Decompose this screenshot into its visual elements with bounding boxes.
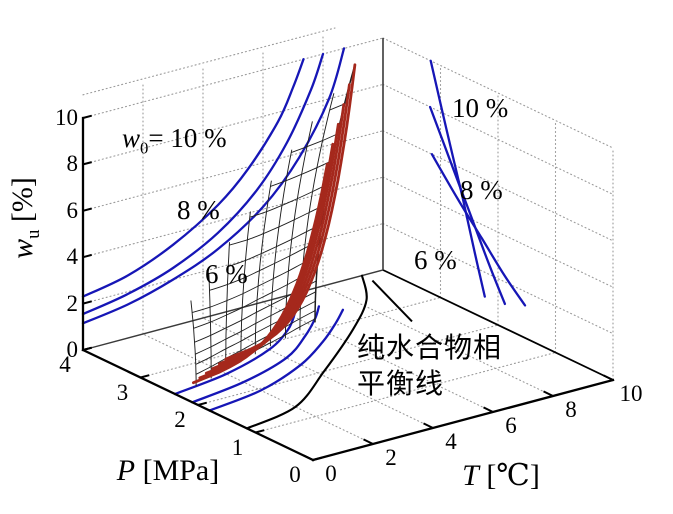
right-wall-label-6: 6 % — [414, 245, 457, 275]
w0-var: w — [122, 123, 141, 153]
tick-w-0: 0 — [66, 337, 79, 362]
grid-leftwall-w10 — [82, 37, 384, 119]
floor-curve-equilibrium w0=6% — [208, 308, 345, 412]
w-axis-label: wu [%] — [6, 177, 45, 259]
tick-t-8: 8 — [565, 397, 577, 422]
left-wall-label-w0-10: w0= 10 % — [122, 125, 227, 157]
rightwall-curve-10 % — [429, 59, 486, 298]
grid-rightwall-w10 — [382, 37, 614, 149]
mesh-column-0 — [190, 300, 197, 387]
grid-leftwall-w4 — [82, 176, 384, 258]
w-tick-4 — [82, 253, 92, 259]
w-unit: [%] — [6, 177, 40, 230]
w-tick-6 — [82, 207, 92, 212]
w-sub: u — [23, 229, 45, 239]
tick-t-10: 10 — [619, 381, 643, 406]
grid-leftwall-w6 — [82, 130, 384, 212]
t-tick-2 — [363, 438, 374, 445]
floor-curve-pure hydrate equilibrium — [245, 274, 368, 430]
box-edge-floor-left — [82, 269, 384, 351]
grid-leftwall-w8 — [82, 83, 384, 165]
grid-floor-T6 — [262, 301, 494, 413]
tick-p-4: 4 — [59, 352, 71, 377]
tick-t-6: 6 — [505, 413, 517, 438]
annotation-line-1: 纯水合物相 — [357, 333, 503, 364]
p-unit: [MPa] — [135, 454, 220, 487]
p-tick-1 — [255, 429, 265, 434]
rightwall-curve-8 % — [428, 105, 507, 306]
mesh-column-3 — [240, 211, 251, 363]
mesh-column-2 — [225, 242, 230, 371]
left-wall-label-8: 8 % — [177, 195, 220, 225]
tick-t-0: 0 — [325, 461, 337, 486]
p-tick-2 — [197, 401, 207, 406]
mesh-row-w7.5 — [291, 133, 338, 154]
p-axis-label: P [MPa] — [117, 456, 219, 486]
grid-rightwall-w2 — [382, 223, 614, 335]
grid-rightwall-w8 — [382, 83, 614, 195]
right-wall-label-10: 10 % — [452, 93, 509, 123]
mesh-column-4 — [254, 180, 272, 355]
t-tick-8 — [543, 390, 554, 397]
p-tick-4 — [82, 346, 92, 351]
tick-p-1: 1 — [231, 434, 244, 460]
tick-w-8: 8 — [66, 151, 79, 177]
pure-hydrate-annotation: 纯水合物相 平衡线 — [357, 331, 502, 404]
grid-floor-P1 — [254, 351, 557, 434]
w0-sub: 0 — [140, 138, 149, 158]
grid-floor-T2 — [142, 333, 374, 445]
w-tick-8 — [82, 161, 92, 166]
t-tick-0 — [303, 454, 314, 461]
mesh-row-w3.4 — [209, 240, 320, 291]
w-var: w — [6, 238, 40, 259]
tick-p-3: 3 — [116, 379, 129, 405]
t-axis-label: T [℃] — [462, 461, 540, 491]
t-var: T — [462, 459, 479, 492]
t-tick-10 — [603, 374, 614, 381]
t-unit: [℃] — [478, 459, 540, 492]
w0-rest: = 10 % — [148, 123, 227, 153]
left-wall-label-6: 6 % — [205, 259, 248, 289]
grid-leftwall-w11 — [82, 27, 336, 96]
tick-w-10: 10 — [55, 105, 78, 130]
leftwall-curve-w0=8% — [81, 52, 325, 316]
grid-floor-P2 — [197, 324, 499, 406]
mesh-row-w5.6 — [249, 183, 328, 218]
right-wall-label-8: 8 % — [460, 175, 503, 205]
p-tick-3 — [140, 374, 150, 379]
t-tick-6 — [483, 406, 494, 413]
mesh-row-w8.6 — [329, 103, 345, 111]
annotation-leader-line — [371, 279, 413, 323]
w-tick-10 — [82, 114, 92, 119]
grid-rightwall-w6 — [382, 130, 614, 242]
rightwall-curve-6 % — [430, 153, 527, 307]
tick-w-6: 6 — [66, 197, 79, 223]
grid-floor-P3 — [139, 296, 442, 379]
box-edge-floor-right — [382, 269, 614, 381]
mesh-column-1 — [208, 272, 212, 379]
leftwall-curve-w0=6% — [81, 47, 346, 325]
tick-t-4: 4 — [445, 429, 457, 454]
tick-p-2: 2 — [174, 407, 186, 432]
t-axis — [311, 378, 615, 462]
mesh-column-5 — [269, 149, 293, 347]
annotation-line-2: 平衡线 — [357, 369, 445, 401]
floor-curve-equilibrium w0=8% — [191, 305, 321, 404]
p-tick-0 — [312, 456, 322, 461]
p-var: P — [116, 454, 136, 487]
t-tick-4 — [423, 422, 434, 429]
tick-p-0: 0 — [289, 462, 301, 487]
red-trajectory-5 — [224, 63, 357, 361]
tick-t-2: 2 — [385, 445, 397, 470]
leftwall-curve-w0=10% — [81, 58, 305, 298]
tick-w-2: 2 — [66, 290, 79, 316]
tick-w-4: 4 — [66, 244, 79, 270]
w-tick-2 — [82, 300, 92, 305]
